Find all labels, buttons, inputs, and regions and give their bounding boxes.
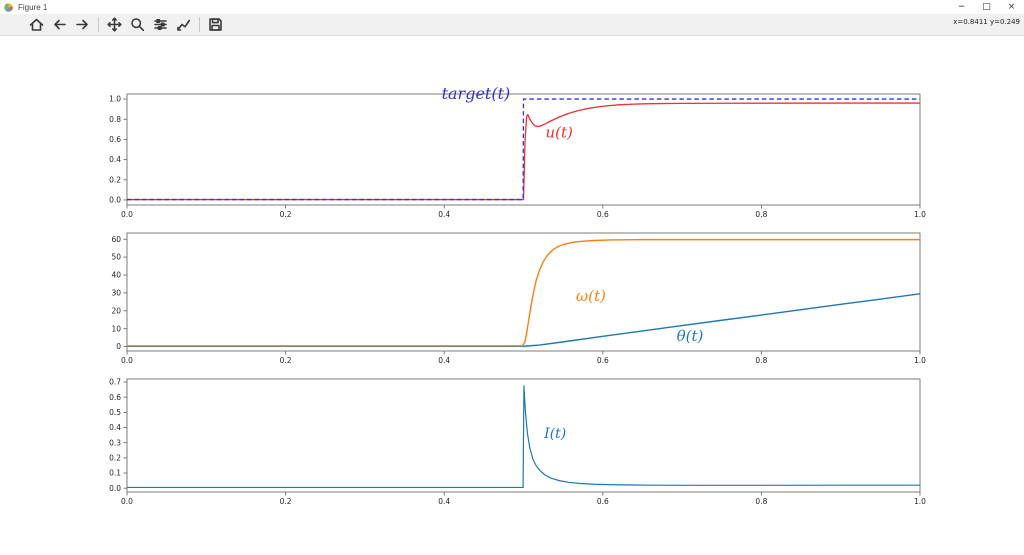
p2-series-theta <box>127 293 921 347</box>
p3-axes-frame <box>126 378 921 493</box>
magnifier-icon <box>130 18 144 32</box>
cursor-coordinates-readout: x=0.8411 y=0.249 <box>953 18 1020 26</box>
p1-y-tick-label: 0.4 <box>109 155 121 164</box>
p3-y-tick-label: 0.6 <box>109 393 121 402</box>
p1-y-tick-label: 0.8 <box>109 115 121 124</box>
minimize-button[interactable]: − <box>957 2 966 12</box>
p1-axes-frame <box>126 93 921 206</box>
p1-x-tick-label: 1.0 <box>914 210 926 219</box>
back-arrow-icon <box>53 19 66 30</box>
p1-x-tick-label: 0.6 <box>597 210 609 219</box>
p3-y-tick-label: 0.7 <box>109 378 121 387</box>
p1-y-tick-label: 0.0 <box>109 196 121 205</box>
p2-annotation-t: ω(t) <box>576 287 606 305</box>
p1-annotation-targett: target(t) <box>442 84 511 103</box>
toolbar-separator <box>199 17 200 32</box>
p2-y-tick-label: 40 <box>111 271 121 280</box>
figure-area: 0.0 0.2 0.4 0.6 0.8 1.0 0.0 0.2 0.4 0.6 0.8 1.0 targ… <box>0 36 1024 555</box>
p3-x-tick-label: 0.2 <box>280 497 292 506</box>
zoom-rect-button[interactable] <box>127 15 147 35</box>
pan-icon <box>106 17 122 32</box>
forward-button[interactable] <box>72 15 92 35</box>
p2-axes-frame <box>126 232 921 352</box>
p2-y-tick-label: 0 <box>116 342 121 351</box>
p3-x-tick-label: 0.4 <box>438 497 450 506</box>
p1-y-tick-label: 0.2 <box>109 175 121 184</box>
p3-y-tick-label: 0.2 <box>109 453 121 462</box>
p3-x-tick-label: 0.8 <box>755 497 767 506</box>
toolbar-separator <box>98 17 99 32</box>
navigation-toolbar: x=0.8411 y=0.249 <box>0 14 1024 36</box>
pan-button[interactable] <box>104 15 124 35</box>
p1-y-tick-label: 0.6 <box>109 135 121 144</box>
p2-y-tick-label: 60 <box>111 235 121 244</box>
p2-y-tick-label: 20 <box>111 306 121 315</box>
p2-y-tick-label: 10 <box>111 324 121 333</box>
home-icon <box>29 18 43 31</box>
close-button[interactable]: × <box>1007 2 1016 12</box>
titlebar: Figure 1 − □ × <box>0 0 1024 14</box>
p3-x-tick-label: 0.6 <box>597 497 609 506</box>
p3-annotation-It: I(t) <box>543 426 566 442</box>
p3-x-tick-label: 1.0 <box>914 497 926 506</box>
p3-y-tick-label: 0.5 <box>109 408 121 417</box>
maximize-button[interactable]: □ <box>982 2 991 12</box>
p2-x-tick-label: 0.4 <box>438 356 450 365</box>
p3-y-tick-label: 0.0 <box>109 484 121 493</box>
save-floppy-icon <box>208 18 222 31</box>
p2-y-tick-label: 50 <box>111 253 121 262</box>
p3-x-tick-label: 0.0 <box>121 497 133 506</box>
configure-subplots-button[interactable] <box>150 15 170 35</box>
figure-canvas[interactable]: 0.0 0.2 0.4 0.6 0.8 1.0 0.0 0.2 0.4 0.6 0.8 1.0 targ… <box>0 36 1024 555</box>
p2-x-tick-label: 0.2 <box>280 356 292 365</box>
window-controls: − □ × <box>949 0 1024 14</box>
p1-x-tick-label: 0.2 <box>280 210 292 219</box>
p2-x-tick-label: 0.8 <box>755 356 767 365</box>
p2-x-tick-label: 0.6 <box>597 356 609 365</box>
p2-annotation-t: θ(t) <box>677 327 704 345</box>
p2-series-omega <box>127 238 920 347</box>
p3-y-tick-label: 0.3 <box>109 438 121 447</box>
save-button[interactable] <box>205 15 225 35</box>
edit-plot-button[interactable] <box>173 15 193 35</box>
home-button[interactable] <box>26 15 46 35</box>
p1-x-tick-label: 0.4 <box>438 210 450 219</box>
p1-series-target <box>127 98 920 201</box>
back-button[interactable] <box>49 15 69 35</box>
sliders-icon <box>153 18 167 31</box>
p3-y-tick-label: 0.1 <box>109 469 121 478</box>
window-title: Figure 1 <box>18 2 48 12</box>
p1-y-tick-label: 1.0 <box>109 95 121 104</box>
forward-arrow-icon <box>75 19 88 30</box>
matplotlib-logo-icon <box>4 2 13 12</box>
p2-x-tick-label: 0.0 <box>121 356 133 365</box>
p3-series-I <box>127 385 920 489</box>
p1-series-u <box>127 102 920 201</box>
p2-y-tick-label: 30 <box>111 288 121 297</box>
line-chart-icon <box>176 19 190 31</box>
p3-y-tick-label: 0.4 <box>109 423 121 432</box>
p2-x-tick-label: 1.0 <box>914 356 926 365</box>
p1-x-tick-label: 0.0 <box>121 210 133 219</box>
p1-x-tick-label: 0.8 <box>755 210 767 219</box>
p1-annotation-ut: u(t) <box>545 123 573 141</box>
